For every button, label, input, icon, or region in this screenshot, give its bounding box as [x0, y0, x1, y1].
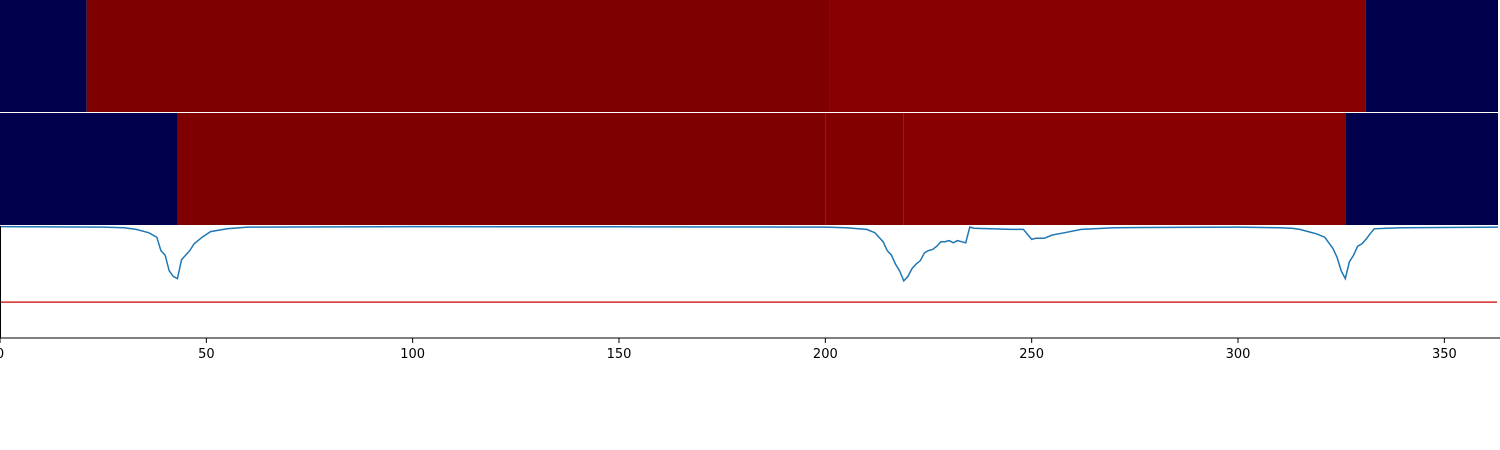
- x-tick-label-0: 0: [0, 347, 4, 362]
- heatmap-rows: [0, 0, 1500, 225]
- x-tick-label-300: 300: [1226, 347, 1251, 362]
- x-tick-label-50: 50: [198, 347, 215, 362]
- signal-line: [0, 225, 1499, 283]
- signal-panel: [0, 225, 1500, 338]
- x-tick-label-150: 150: [607, 347, 632, 362]
- heatmap-cell-1-2: [86, 0, 830, 112]
- heatmap-row-2: [0, 113, 1498, 225]
- heatmap-cell-1-3: [829, 0, 1366, 112]
- heatmap-cell-1-1: [0, 0, 87, 112]
- x-tick-label-250: 250: [1019, 347, 1044, 362]
- x-tick-label-350: 350: [1432, 347, 1457, 362]
- heatmap-cell-2-4: [903, 113, 1346, 225]
- heatmap-cell-2-5: [1345, 113, 1498, 225]
- heatmap-cell-2-1: [0, 113, 178, 225]
- signal-background: [0, 226, 1500, 338]
- heatmap-cell-2-3: [825, 113, 904, 225]
- heatmap-row-1: [0, 0, 1498, 112]
- x-axis: 0 50 100 150 200 250 300 350: [0, 337, 1500, 362]
- x-tick-label-100: 100: [400, 347, 425, 362]
- heatmap-cell-1-4: [1365, 0, 1498, 112]
- heatmap-cell-2-2: [177, 113, 826, 225]
- x-tick-label-200: 200: [813, 347, 838, 362]
